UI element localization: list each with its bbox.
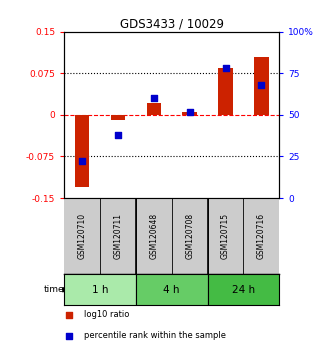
Bar [208, 274, 279, 305]
Bar [254, 57, 268, 115]
Point [187, 109, 192, 114]
Text: GSM120711: GSM120711 [113, 213, 123, 259]
Text: percentile rank within the sample: percentile rank within the sample [83, 331, 226, 340]
Bar [111, 115, 125, 120]
Text: GSM120648: GSM120648 [149, 213, 158, 259]
Title: GDS3433 / 10029: GDS3433 / 10029 [120, 18, 224, 31]
Bar [136, 274, 208, 305]
Text: 4 h: 4 h [163, 285, 180, 295]
Text: GSM120715: GSM120715 [221, 213, 230, 259]
Text: GSM120708: GSM120708 [185, 213, 194, 259]
Bar [75, 115, 89, 187]
Bar [64, 274, 136, 305]
Point [223, 65, 228, 71]
Point [259, 82, 264, 88]
Bar [218, 68, 233, 115]
Text: 1 h: 1 h [92, 285, 108, 295]
Bar [147, 103, 161, 115]
Point [116, 132, 121, 138]
Point [208, 252, 213, 258]
Bar [182, 112, 197, 115]
Point [208, 62, 213, 68]
Text: 24 h: 24 h [232, 285, 255, 295]
Point [151, 96, 156, 101]
Text: log10 ratio: log10 ratio [83, 310, 129, 319]
Point [80, 159, 85, 164]
Text: GSM120716: GSM120716 [257, 213, 266, 259]
Text: time: time [44, 285, 64, 294]
Text: GSM120710: GSM120710 [78, 213, 87, 259]
